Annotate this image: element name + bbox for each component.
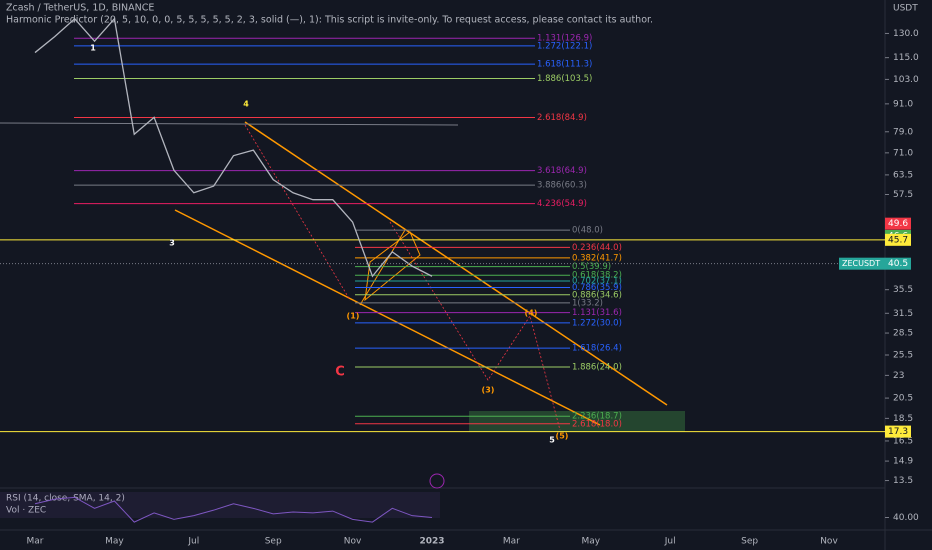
fib-label: 0.702(37.1) (572, 276, 622, 286)
fib-label: 0.618(38.2) (572, 271, 622, 281)
y-tick-label: 31.5 (893, 309, 913, 319)
y-tick-label: 115.0 (893, 53, 919, 63)
y-tick-label: 18.5 (893, 414, 913, 424)
last-price-label: 40.5 (888, 259, 908, 269)
wave-label: 3 (169, 239, 175, 248)
rsi-tick-label: 40.00 (893, 513, 919, 523)
price-tag-label: 17.3 (888, 427, 908, 437)
y-tick-label: 20.5 (893, 394, 913, 404)
fib-label: 0.786(35.9) (572, 283, 622, 293)
fib-label: 1.272(30.0) (572, 318, 622, 328)
fib-label: 1.886(103.5) (537, 74, 592, 84)
indicator-title: Harmonic Predictor (20, 5, 10, 0, 0, 5, … (6, 15, 653, 26)
y-tick-label: 79.0 (893, 127, 913, 137)
fib-label: 1.131(126.9) (537, 34, 592, 44)
wave-label: (1) (347, 312, 360, 321)
price-tag-label: 49.6 (888, 219, 908, 229)
fib-label: 1(33.2) (572, 298, 603, 308)
y-tick-label: 16.5 (893, 436, 913, 446)
y-tick-label: 71.0 (893, 148, 913, 158)
price-tag (885, 217, 911, 230)
fib-label: 0.382(41.7) (572, 253, 622, 263)
y-tick-label: 13.5 (893, 476, 913, 486)
rsi-line (34, 496, 433, 523)
x-tick-label: Sep (265, 537, 282, 547)
fib-label: 1.886(24.0) (572, 362, 622, 372)
y-tick-label: 57.5 (893, 190, 913, 200)
fib-label: 4.236(54.9) (537, 199, 587, 209)
y-tick-label: 103.0 (893, 75, 919, 85)
wave-label: (5) (556, 432, 569, 441)
x-tick-label: 2023 (419, 537, 444, 547)
symbol-tag (839, 257, 885, 270)
last-price-tag (885, 257, 911, 270)
price-tag-label: 45.7 (888, 235, 908, 245)
price-tag (885, 425, 911, 438)
y-tick-label: 130.0 (893, 29, 919, 39)
chart-title: Zcash / TetherUS, 1D, BINANCE (6, 3, 154, 14)
fib-label: 2.236(18.7) (572, 412, 622, 422)
fib-label: 3.618(64.9) (537, 166, 587, 176)
symbol-tag-label: ZECUSDT (842, 259, 880, 268)
y-tick-label: 14.9 (893, 457, 913, 467)
y-tick-label: 63.5 (893, 170, 913, 180)
y-tick-label: 23 (893, 371, 904, 381)
x-tick-label: Mar (27, 537, 44, 547)
y-tick-label: 28.5 (893, 329, 913, 339)
fib-label: 0(48.0) (572, 226, 603, 236)
fib-label: 1.131(31.6) (572, 308, 622, 318)
y-tick-label: 35.5 (893, 285, 913, 295)
rsi-band (0, 492, 440, 518)
x-tick-label: Nov (344, 537, 362, 547)
event-icon[interactable] (429, 473, 445, 489)
wave-label: (3) (482, 386, 495, 395)
wave-label: 5 (549, 436, 555, 445)
y-tick-label: 91.0 (893, 99, 913, 109)
wave-label: C (335, 365, 345, 380)
fib-label: 1.272(122.1) (537, 41, 592, 51)
fib-label: 0.236(44.0) (572, 243, 622, 253)
y-tick-label: 25.5 (893, 351, 913, 361)
x-tick-label: Jul (187, 537, 199, 547)
fib-label: 0.5(39.9) (572, 262, 611, 272)
x-tick-label: May (581, 537, 600, 547)
price-tag (885, 233, 911, 246)
unit-label: USDT (893, 4, 918, 14)
wave-label: 4 (243, 100, 249, 109)
fib-label: 0.886(34.6) (572, 290, 622, 300)
fib-label: 2.618(18.0) (572, 419, 622, 429)
x-tick-label: Nov (820, 537, 838, 547)
wave-label: (4) (525, 309, 538, 318)
x-tick-label: Jul (664, 537, 676, 547)
fib-label: 2.618(84.9) (537, 113, 587, 123)
fib-label: 1.618(26.4) (572, 344, 622, 354)
x-tick-label: Sep (741, 537, 758, 547)
fib-label: 3.886(60.3) (537, 181, 587, 191)
wave-label: 1 (90, 44, 96, 53)
x-tick-label: May (105, 537, 124, 547)
fib-label: 1.618(111.3) (537, 60, 592, 70)
volume-label: Vol · ZEC (6, 506, 46, 516)
price-line (34, 17, 433, 278)
x-tick-label: Mar (503, 537, 520, 547)
